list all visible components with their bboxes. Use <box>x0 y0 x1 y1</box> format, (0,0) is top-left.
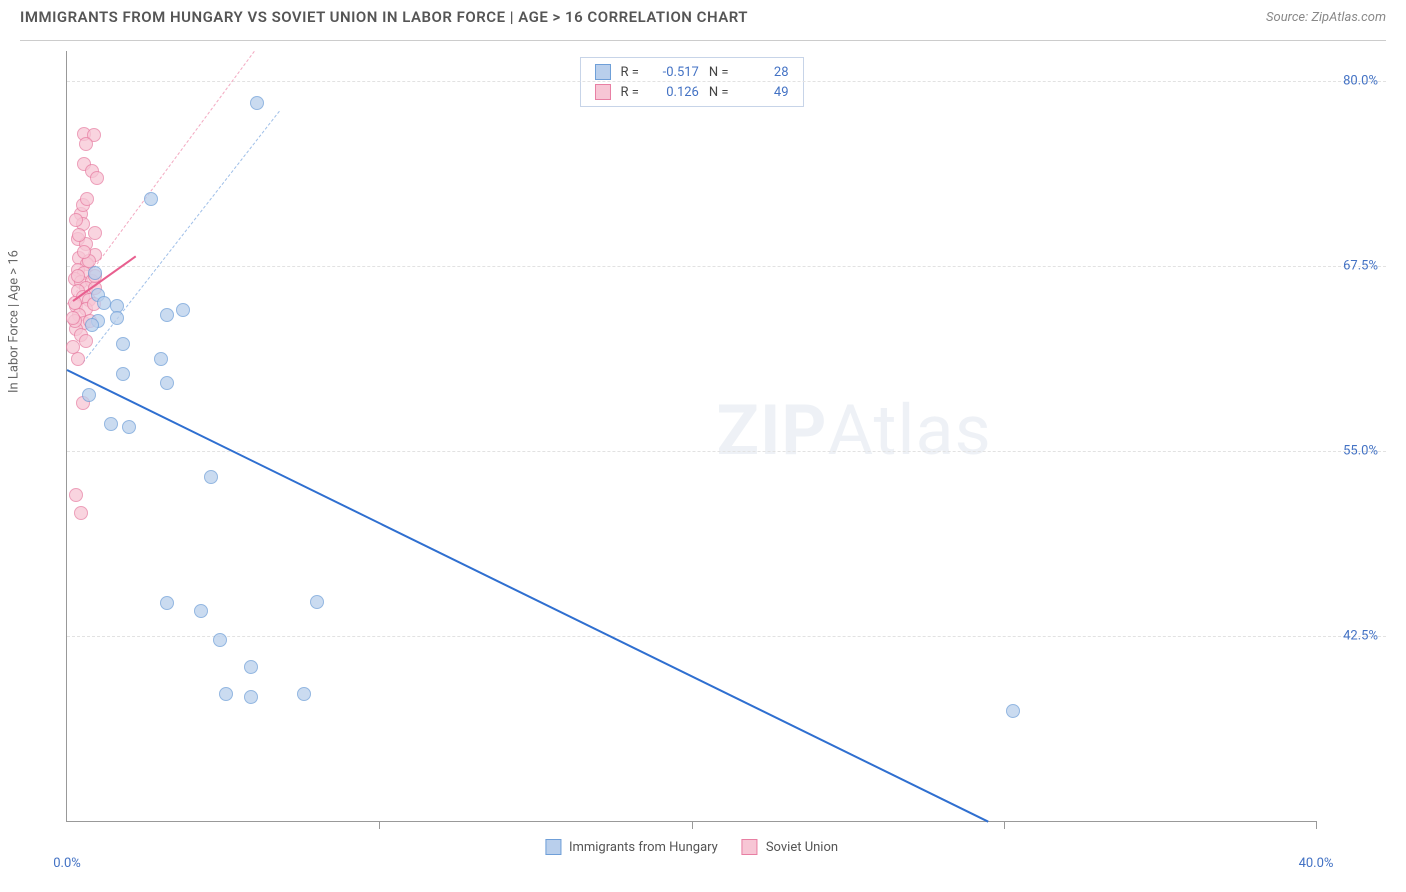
chart-title: IMMIGRANTS FROM HUNGARY VS SOVIET UNION … <box>20 8 748 26</box>
x-tick <box>692 821 693 829</box>
data-point-hungary <box>154 352 168 366</box>
data-point-soviet <box>72 228 86 242</box>
stats-row-hungary: R = -0.517 N = 28 <box>594 62 788 82</box>
data-point-soviet <box>74 506 88 520</box>
legend-item-soviet: Soviet Union <box>742 839 838 855</box>
x-tick <box>1004 821 1005 829</box>
legend-item-hungary: Immigrants from Hungary <box>545 839 718 855</box>
r-value-hungary: -0.517 <box>649 65 699 80</box>
data-point-soviet <box>77 245 91 259</box>
gridline <box>67 81 1386 82</box>
watermark: ZIPAtlas <box>716 390 991 472</box>
legend-label-soviet: Soviet Union <box>766 840 838 855</box>
gridline <box>67 266 1386 267</box>
y-tick-label: 80.0% <box>1343 73 1378 88</box>
n-label: N = <box>709 85 729 100</box>
r-label: R = <box>620 65 638 80</box>
x-tick <box>379 821 380 829</box>
x-tick-label-max: 40.0% <box>1299 856 1334 871</box>
data-point-soviet <box>69 488 83 502</box>
y-tick-label: 67.5% <box>1343 258 1378 273</box>
gridline <box>67 451 1386 452</box>
data-point-hungary <box>144 192 158 206</box>
data-point-hungary <box>160 308 174 322</box>
stats-row-soviet: R = 0.126 N = 49 <box>594 82 788 102</box>
data-point-soviet <box>66 311 80 325</box>
source-attribution: Source: ZipAtlas.com <box>1266 10 1386 25</box>
r-label: R = <box>620 85 638 100</box>
source-prefix: Source: <box>1266 10 1311 25</box>
gridline <box>67 636 1386 637</box>
source-name: ZipAtlas.com <box>1311 10 1386 25</box>
data-point-hungary <box>1006 704 1020 718</box>
x-tick <box>1316 821 1317 829</box>
data-point-soviet <box>71 269 85 283</box>
data-point-soviet <box>80 192 94 206</box>
data-point-hungary <box>116 337 130 351</box>
data-point-hungary <box>110 311 124 325</box>
chart-header: IMMIGRANTS FROM HUNGARY VS SOVIET UNION … <box>0 0 1406 30</box>
n-value-hungary: 28 <box>739 65 789 80</box>
data-point-soviet <box>79 137 93 151</box>
chart-area: In Labor Force | Age > 16 ZIPAtlas R = -… <box>20 40 1386 872</box>
data-point-hungary <box>213 633 227 647</box>
n-value-soviet: 49 <box>739 85 789 100</box>
data-point-soviet <box>71 352 85 366</box>
legend-label-hungary: Immigrants from Hungary <box>569 840 718 855</box>
y-tick-label: 55.0% <box>1343 443 1378 458</box>
swatch-soviet <box>742 839 758 855</box>
swatch-soviet <box>594 84 610 100</box>
data-point-soviet <box>90 171 104 185</box>
data-point-hungary <box>244 660 258 674</box>
watermark-bold: ZIP <box>716 390 827 472</box>
y-axis-label: In Labor Force | Age > 16 <box>7 250 22 393</box>
plot-region: ZIPAtlas R = -0.517 N = 28 R = 0.126 N =… <box>66 51 1316 822</box>
data-point-hungary <box>204 470 218 484</box>
r-value-soviet: 0.126 <box>649 85 699 100</box>
data-point-hungary <box>250 96 264 110</box>
swatch-hungary <box>545 839 561 855</box>
data-point-soviet <box>69 213 83 227</box>
data-point-hungary <box>104 417 118 431</box>
data-point-hungary <box>244 690 258 704</box>
data-point-hungary <box>176 303 190 317</box>
x-tick-label-min: 0.0% <box>53 856 81 871</box>
data-point-hungary <box>160 596 174 610</box>
data-point-hungary <box>160 376 174 390</box>
n-label: N = <box>709 65 729 80</box>
watermark-rest: Atlas <box>828 390 992 472</box>
data-point-hungary <box>122 420 136 434</box>
data-point-hungary <box>219 687 233 701</box>
y-tick-label: 42.5% <box>1343 628 1378 643</box>
stats-legend: R = -0.517 N = 28 R = 0.126 N = 49 <box>579 57 803 107</box>
series-legend: Immigrants from Hungary Soviet Union <box>545 839 838 855</box>
data-point-hungary <box>116 367 130 381</box>
data-point-hungary <box>82 388 96 402</box>
data-point-hungary <box>297 687 311 701</box>
trend-line <box>67 369 989 822</box>
data-point-hungary <box>85 318 99 332</box>
data-point-hungary <box>88 266 102 280</box>
data-point-hungary <box>310 595 324 609</box>
data-point-hungary <box>194 604 208 618</box>
swatch-hungary <box>594 64 610 80</box>
data-point-soviet <box>79 334 93 348</box>
